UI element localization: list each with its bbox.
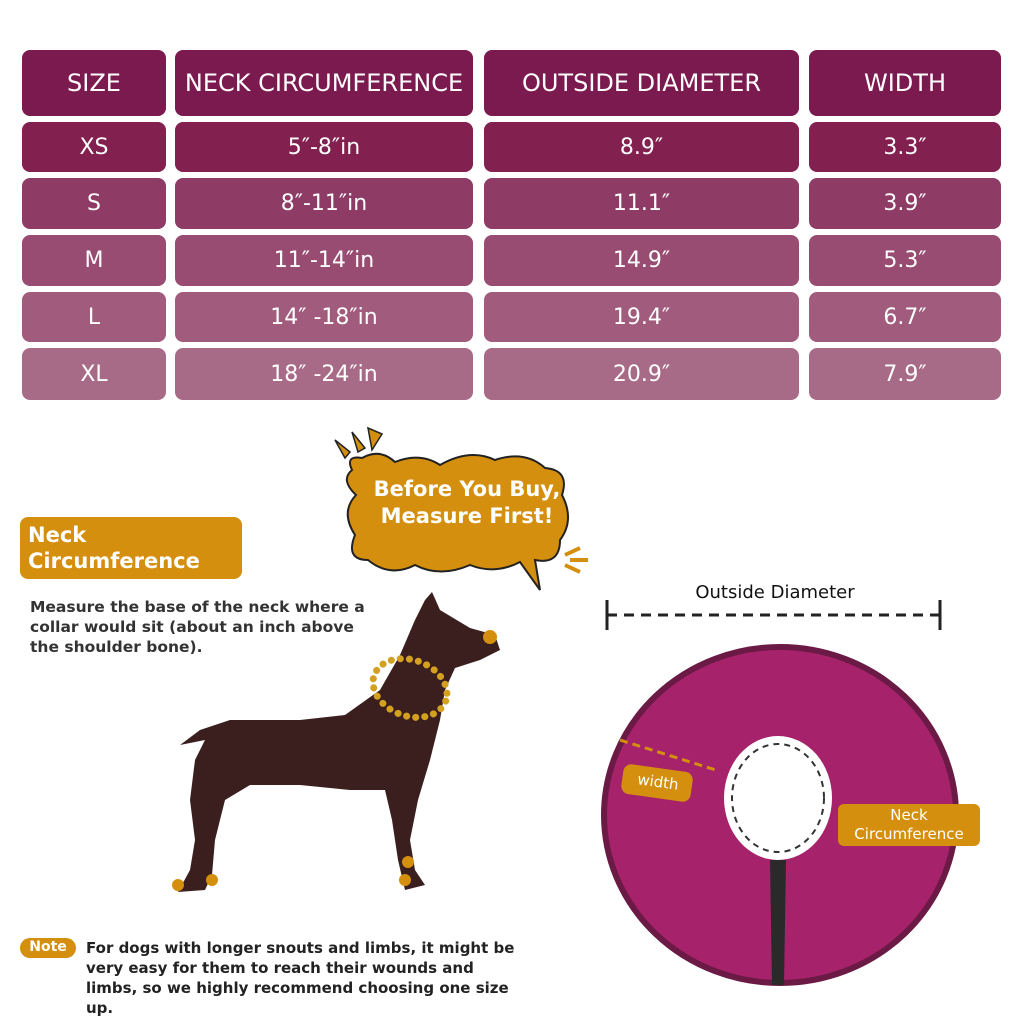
note-text: For dogs with longer snouts and limbs, i… bbox=[86, 939, 515, 1017]
width-line bbox=[619, 738, 717, 772]
collar-dots bbox=[369, 655, 451, 721]
paw-dot bbox=[206, 874, 218, 886]
paw-dot bbox=[172, 879, 184, 891]
neck-title-box bbox=[20, 517, 242, 579]
cone-slit bbox=[770, 860, 786, 985]
table-cell: S bbox=[22, 178, 166, 229]
bubble-accent bbox=[564, 546, 588, 574]
header-cell: OUTSIDE DIAMETER bbox=[484, 50, 799, 116]
speech-bubble bbox=[345, 452, 569, 591]
note-label: Note bbox=[29, 939, 67, 955]
outside-diameter-label: Outside Diameter bbox=[695, 582, 855, 603]
neck-label: Neck Circumference bbox=[854, 806, 964, 843]
table-cell: XS bbox=[22, 122, 166, 172]
paw-dot bbox=[402, 856, 414, 868]
table-cell: XL bbox=[22, 348, 166, 400]
paw-dot bbox=[399, 874, 411, 886]
table-cell: 19.4″ bbox=[484, 292, 799, 342]
table-cell: 8.9″ bbox=[484, 122, 799, 172]
neck-circle bbox=[731, 743, 825, 853]
table-cell: 6.7″ bbox=[809, 292, 1001, 342]
table-cell: 3.3″ bbox=[809, 122, 1001, 172]
width-box bbox=[621, 764, 693, 802]
table-cell: L bbox=[22, 292, 166, 342]
neck-title: Neck Circumference bbox=[28, 523, 200, 573]
table-cell: 11″-14″in bbox=[175, 235, 473, 286]
table-cell: 18″ -24″in bbox=[175, 348, 473, 400]
table-cell: 14.9″ bbox=[484, 235, 799, 286]
cone-hole bbox=[724, 736, 832, 860]
dog-silhouette bbox=[178, 592, 500, 892]
table-cell: 14″ -18″in bbox=[175, 292, 473, 342]
table-cell: 7.9″ bbox=[809, 348, 1001, 400]
header-cell: NECK CIRCUMFERENCE bbox=[175, 50, 473, 116]
bubble-text: Before You Buy, Measure First! bbox=[373, 477, 561, 528]
nose-dot bbox=[483, 630, 497, 644]
table-cell: 11.1″ bbox=[484, 178, 799, 229]
neck-text: Measure the base of the neck where a col… bbox=[30, 598, 365, 656]
table-cell: 20.9″ bbox=[484, 348, 799, 400]
note-box bbox=[20, 938, 76, 958]
table-cell: M bbox=[22, 235, 166, 286]
table-cell: 5″-8″in bbox=[175, 122, 473, 172]
bubble-accent bbox=[334, 426, 384, 460]
table-cell: 5.3″ bbox=[809, 235, 1001, 286]
neck-label-box bbox=[838, 804, 980, 846]
header-cell: WIDTH bbox=[809, 50, 1001, 116]
table-cell: 3.9″ bbox=[809, 178, 1001, 229]
header-cell: SIZE bbox=[22, 50, 166, 116]
table-cell: 8″-11″in bbox=[175, 178, 473, 229]
